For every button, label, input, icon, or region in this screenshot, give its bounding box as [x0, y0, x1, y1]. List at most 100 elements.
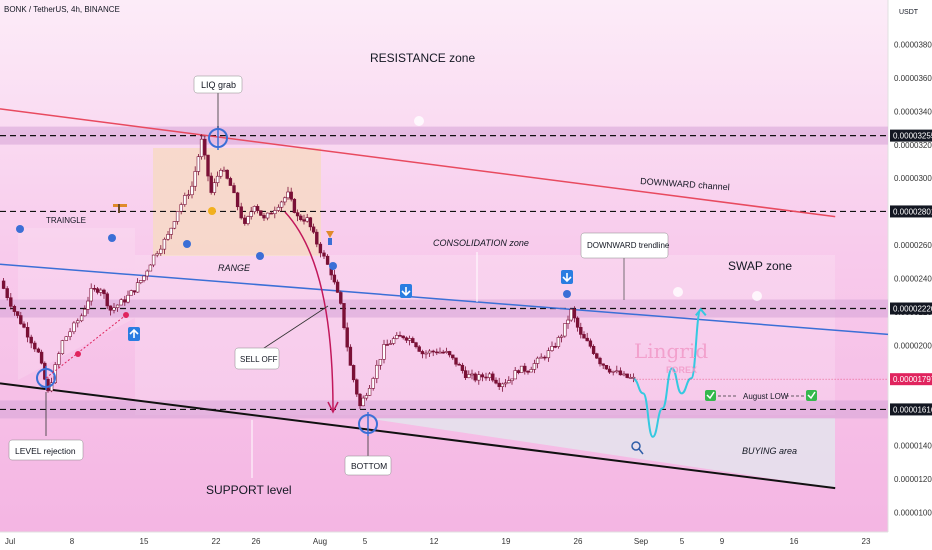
candle-body [135, 282, 140, 293]
event-marker-icon [673, 287, 683, 297]
chart-symbol-title: BONK / TetherUS, 4h, BINANCE [4, 5, 120, 14]
sell-off-label: SELL OFF [240, 355, 278, 364]
candle-body [431, 350, 435, 353]
candle-body [95, 288, 100, 293]
candle-body [148, 264, 153, 272]
candle-body [364, 395, 369, 399]
candle-body [625, 373, 629, 378]
swap-zone-label: SWAP zone [728, 259, 792, 273]
candle-body [219, 170, 223, 177]
candle-body [83, 308, 87, 317]
candle-body [595, 353, 599, 359]
candle-body [507, 380, 511, 384]
candle-body [269, 212, 273, 215]
candle-body [129, 290, 133, 296]
candle-body [480, 374, 485, 378]
candle-body [401, 335, 405, 339]
candle-body [411, 338, 415, 343]
candle-body [92, 288, 97, 290]
candle-body [556, 337, 561, 347]
candle-body [604, 365, 609, 370]
candle-body [519, 365, 524, 374]
sell-off-arrow-head [327, 401, 339, 414]
candle-body [500, 383, 505, 387]
x-tick-label: 26 [574, 537, 583, 546]
august-low-label: August LOW [743, 392, 789, 401]
liq-grab-label: LIQ grab [201, 80, 236, 90]
candle-body [420, 351, 425, 355]
candle-body [526, 371, 530, 373]
event-marker-icon [414, 116, 424, 126]
x-axis-ticks: Jul 8 15 22 26 Aug 5 12 19 26 Sep 5 9 16 23 [5, 537, 871, 546]
sell-off-pointer [257, 305, 329, 353]
candle-body [262, 215, 266, 219]
candle-body [5, 288, 9, 298]
trendline-touch-point [563, 290, 571, 298]
candle-body [246, 216, 250, 224]
candle-body [371, 378, 375, 389]
candle-body [132, 290, 137, 293]
candle-body [388, 343, 393, 345]
candle-body [19, 315, 23, 325]
candle-body [232, 185, 236, 194]
candle-body [322, 252, 326, 257]
candle-body [239, 206, 243, 219]
candle-body [607, 368, 612, 373]
trendline-touch-point [16, 225, 24, 233]
price-axis-panel [888, 0, 932, 550]
candle-body [361, 397, 365, 407]
candle-body [243, 217, 247, 224]
candle-body [503, 382, 508, 385]
candle-body [484, 376, 488, 379]
candle-body [123, 299, 127, 303]
candle-body [473, 373, 477, 381]
candle-body [631, 376, 636, 379]
candle-body [105, 293, 109, 307]
candle-body [299, 215, 303, 220]
level-badge-label: 0.00002801 [893, 207, 932, 216]
triangle-label: TRAINGLE [46, 216, 86, 225]
candle-body [382, 344, 386, 360]
candle-body [447, 351, 452, 356]
candle-body [579, 327, 583, 335]
candle-body [89, 288, 93, 302]
level-badge-label: 0.00002220 [893, 305, 932, 314]
candle-body [444, 351, 449, 353]
candle-body [199, 138, 204, 158]
candle-body [273, 210, 277, 215]
candle-body [46, 378, 50, 392]
level-badge [890, 205, 932, 218]
candle-body [618, 370, 623, 376]
candle-body [566, 319, 570, 324]
support-line [0, 382, 836, 490]
candle-body [615, 370, 619, 373]
candle-body [175, 211, 180, 222]
candle-body [532, 363, 537, 370]
candle-body [367, 388, 372, 396]
projection-curve [633, 308, 702, 438]
bottom-label-box [344, 455, 392, 476]
candle-body [335, 281, 340, 293]
current-price-label: 0.00001797 [893, 375, 932, 384]
candle-body [186, 194, 191, 197]
triangle-rising-line [45, 314, 127, 379]
candle-body [546, 350, 551, 359]
event-marker-icon [752, 291, 762, 301]
candle-body [212, 182, 217, 193]
trendline-touch-point [108, 234, 116, 242]
candle-body [302, 219, 306, 222]
level-badge [890, 302, 932, 315]
candle-body [588, 340, 593, 347]
candle-body [126, 294, 130, 303]
candle-body [407, 338, 412, 341]
x-tick-label: Aug [313, 537, 327, 546]
candle-body [491, 373, 495, 381]
x-tick-label: Jul [5, 537, 15, 546]
candle-body [539, 356, 543, 359]
candle-body [33, 342, 37, 350]
candle-body [60, 340, 65, 354]
